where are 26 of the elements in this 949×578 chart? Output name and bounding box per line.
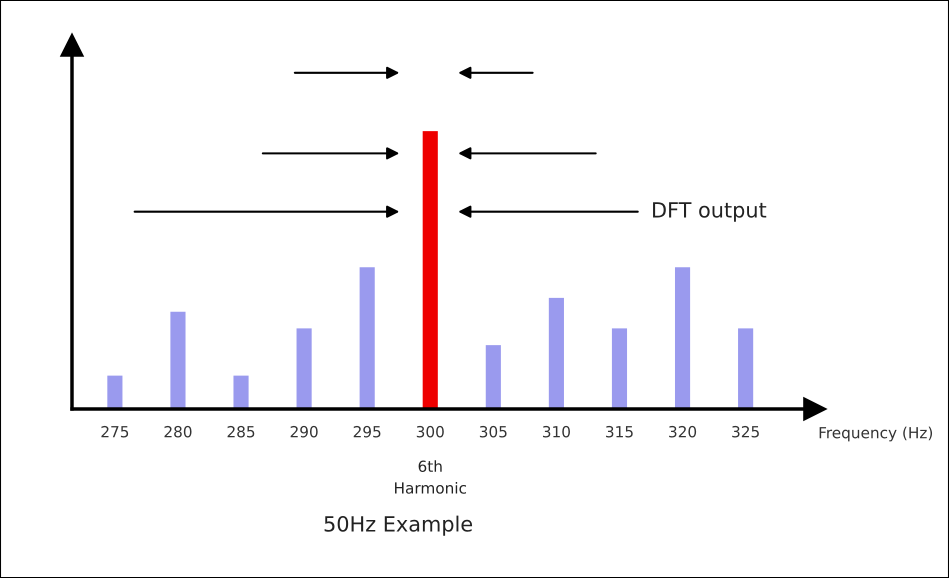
bar (170, 312, 186, 409)
x-tick-label: 295 (354, 426, 380, 438)
text: 6th Harmonic (395, 460, 466, 494)
bar (674, 267, 690, 409)
x-tick-label: 325 (732, 426, 759, 438)
bar (422, 131, 438, 409)
bar (360, 267, 375, 409)
annotation: DFT output (653, 202, 766, 222)
bar (548, 298, 564, 409)
bar (738, 328, 754, 409)
bar (233, 376, 249, 409)
x-tick-label: 290 (290, 426, 318, 438)
bar (486, 345, 501, 409)
x-tick-label: 320 (669, 426, 696, 438)
x-tick-label: 310 (542, 426, 570, 438)
x-tick-label: 305 (480, 426, 507, 438)
x-tick-label: 315 (606, 426, 633, 438)
bar (296, 328, 312, 409)
x-tick-label: 275 (101, 426, 128, 438)
text: 50Hz Example (324, 516, 472, 536)
bar (612, 328, 628, 409)
x-axis-title: Frequency (Hz) (820, 426, 932, 442)
bar (107, 376, 122, 409)
x-tick-label: 300 (416, 426, 444, 438)
x-tick-label: 280 (164, 426, 192, 438)
x-tick-label: 285 (228, 426, 254, 438)
